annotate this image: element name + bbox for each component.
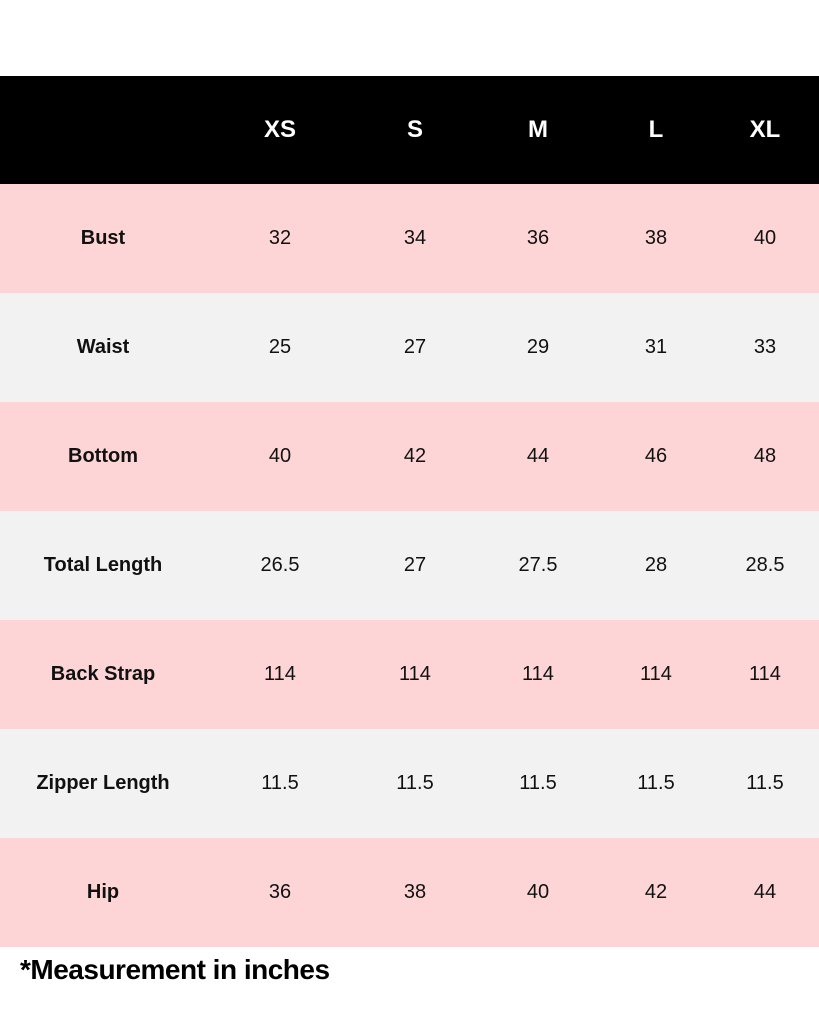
measurement-cell: 11.5	[519, 772, 557, 794]
row-label: Waist	[76, 336, 130, 358]
size-chart-table: XS S M L XL Bust 32 34 36 38 40 Waist 25 27 29 31 3…	[0, 76, 819, 947]
measurement-cell: 44	[526, 445, 550, 467]
measurement-cell: 25	[268, 336, 292, 358]
measurement-cell: 114	[399, 663, 431, 685]
table-row: Bottom 40 42 44 46 48	[0, 402, 819, 511]
table-row: Total Length 26.5 27 27.5 28 28.5	[0, 511, 819, 620]
measurement-cell: 32	[268, 227, 292, 249]
footnote: *Measurement in inches	[20, 954, 330, 985]
measurement-cell: 114	[522, 663, 554, 685]
measurement-cell: 46	[644, 445, 668, 467]
measurement-cell: 42	[403, 445, 427, 467]
measurement-cell: 11.5	[396, 772, 434, 794]
measurement-cell: 27.5	[518, 554, 558, 576]
table-header-row: XS S M L XL	[0, 76, 819, 184]
row-label: Hip	[86, 881, 120, 903]
measurement-cell: 114	[749, 663, 781, 685]
table-row: Hip 36 38 40 42 44	[0, 838, 819, 947]
measurement-cell: 42	[644, 881, 668, 903]
measurement-cell: 40	[753, 227, 777, 249]
measurement-cell: 36	[526, 227, 550, 249]
row-label: Bust	[80, 227, 126, 249]
measurement-cell: 40	[526, 881, 550, 903]
measurement-cell: 114	[264, 663, 296, 685]
table-row: Zipper Length 11.5 11.5 11.5 11.5 11.5	[0, 729, 819, 838]
size-header-s: S	[406, 116, 423, 143]
row-label: Back Strap	[50, 663, 156, 685]
size-header-xl: XL	[749, 116, 781, 143]
row-label: Bottom	[68, 445, 138, 467]
measurement-cell: 26.5	[260, 554, 300, 576]
table-row: Back Strap 114 114 114 114 114	[0, 620, 819, 729]
row-label: Total Length	[43, 554, 163, 576]
measurement-cell: 28	[644, 554, 668, 576]
row-label: Zipper Length	[36, 772, 170, 794]
measurement-cell: 33	[753, 336, 777, 358]
measurement-cell: 44	[753, 881, 777, 903]
measurement-cell: 11.5	[261, 772, 299, 794]
measurement-cell: 31	[644, 336, 668, 358]
measurement-cell: 38	[403, 881, 427, 903]
measurement-cell: 114	[640, 663, 672, 685]
measurement-cell: 40	[268, 445, 292, 467]
measurement-cell: 34	[403, 227, 427, 249]
measurement-cell: 36	[268, 881, 292, 903]
measurement-cell: 48	[753, 445, 777, 467]
measurement-cell: 29	[526, 336, 550, 358]
measurement-cell: 11.5	[637, 772, 675, 794]
measurement-cell: 28.5	[745, 554, 785, 576]
size-header-l: L	[648, 116, 664, 143]
measurement-cell: 27	[403, 336, 427, 358]
measurement-cell: 11.5	[746, 772, 784, 794]
table-row: Waist 25 27 29 31 33	[0, 293, 819, 402]
table-row: Bust 32 34 36 38 40	[0, 184, 819, 293]
measurement-cell: 38	[644, 227, 668, 249]
size-header-m: M	[528, 116, 548, 143]
size-header-xs: XS	[263, 116, 296, 143]
measurement-cell: 27	[403, 554, 427, 576]
